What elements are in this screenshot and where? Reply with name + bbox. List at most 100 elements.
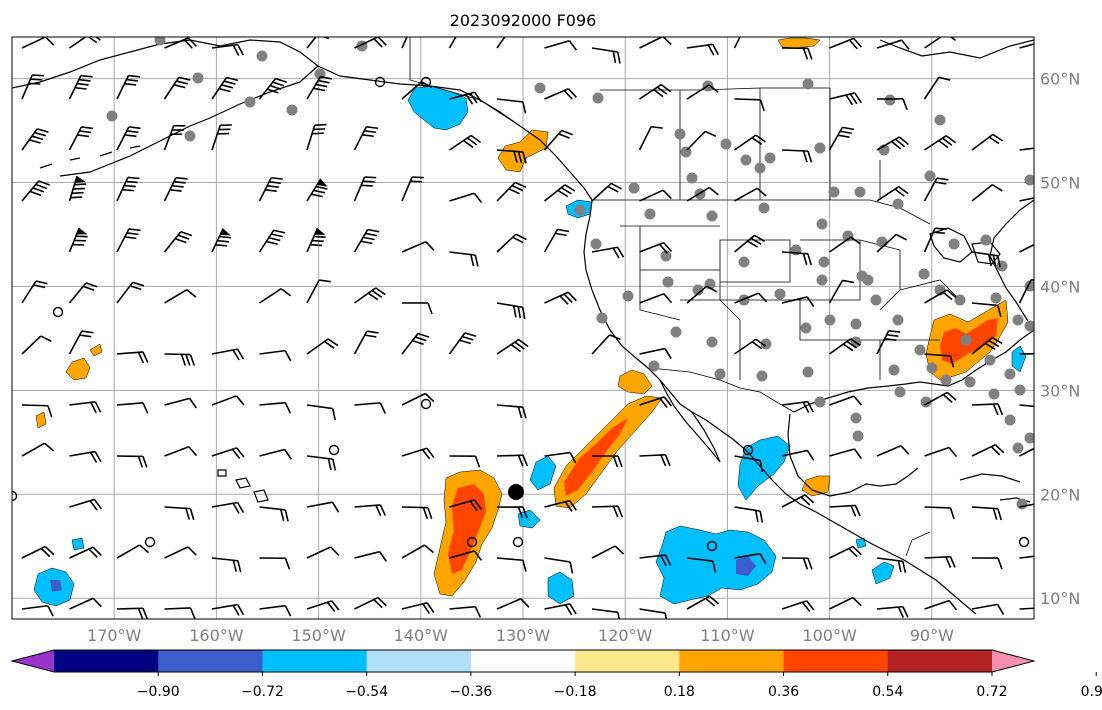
wind-barb <box>734 134 766 151</box>
wind-barb <box>401 37 414 49</box>
wind-barb <box>259 401 292 414</box>
wind-barb <box>876 233 907 253</box>
wind-barb <box>306 546 340 559</box>
wind-barb <box>259 288 292 304</box>
colorbar-tick-label: −0.18 <box>554 684 597 700</box>
wind-barb <box>116 402 149 414</box>
wind-barb <box>639 37 672 49</box>
shading-baja-positive <box>617 369 653 395</box>
wind-barb <box>164 446 198 457</box>
baja-peninsula <box>659 379 721 463</box>
station-dot <box>850 318 862 330</box>
wind-barb <box>971 133 1004 151</box>
wind-barb <box>449 499 483 512</box>
station-dot <box>996 260 1008 272</box>
wind-barb <box>923 177 949 202</box>
station-dot <box>990 292 1002 304</box>
colorbar-segment <box>262 650 368 672</box>
wind-barb <box>733 37 747 49</box>
colorbar-segment <box>158 650 263 672</box>
wind-barb <box>164 546 197 559</box>
wind-barb <box>401 506 433 520</box>
lat-tick-label: 20°N <box>1040 485 1080 504</box>
colorbar-tick-label: −0.54 <box>345 684 388 700</box>
wind-barb <box>971 603 1005 615</box>
colorbar-segment <box>54 650 159 672</box>
wind-barb <box>734 292 768 304</box>
wind-barb <box>829 338 861 355</box>
wind-barb <box>734 552 767 565</box>
alaska-canada-border <box>409 37 521 127</box>
wind-barb <box>164 289 197 304</box>
station-dot <box>154 37 166 46</box>
wind-barb <box>876 39 910 50</box>
lon-tick-label: 90°W <box>910 626 954 645</box>
station-dot <box>926 362 938 374</box>
station-dot <box>842 230 854 242</box>
shading-caribbean-negative <box>871 561 895 585</box>
station-dot <box>884 94 896 106</box>
station-dot <box>286 104 298 116</box>
colorbar: −0.90 −0.72 −0.54 −0.36 −0.18 0.18 0.36 0.54 0.7… <box>10 649 1102 700</box>
wind-barb <box>876 329 901 355</box>
wind-barb <box>21 37 55 49</box>
wind-barb <box>163 230 193 253</box>
wind-barb <box>781 600 815 612</box>
station-dot <box>738 256 750 268</box>
colorbar-segment <box>575 650 680 672</box>
wind-barb <box>1019 404 1034 409</box>
shading-small-negative-2 <box>855 537 867 549</box>
wind-barb <box>496 598 530 610</box>
wind-barb <box>1018 278 1034 304</box>
station-dot <box>574 204 586 216</box>
calm-circle <box>466 536 478 548</box>
gulf-coast <box>787 329 1034 497</box>
wind-barb <box>69 450 102 463</box>
wind-barb <box>544 557 574 574</box>
wind-barb <box>591 545 625 559</box>
wind-barb <box>1019 194 1034 202</box>
wind-barb <box>164 353 196 366</box>
lat-tick-label: 60°N <box>1040 70 1080 89</box>
wind-barb <box>1019 146 1034 151</box>
wind-barb <box>591 246 625 259</box>
wind-barb <box>829 236 861 253</box>
wind-barb <box>876 98 908 111</box>
wind-barb <box>259 557 291 570</box>
wind-barb <box>686 43 719 56</box>
station-dot <box>852 430 864 442</box>
calm-circle <box>374 76 386 88</box>
wind-barb <box>781 557 813 570</box>
wind-barb <box>971 443 1005 457</box>
wind-barb <box>543 129 573 151</box>
station-dot <box>622 290 634 302</box>
colorbar-segment <box>366 650 472 672</box>
wind-barb <box>354 287 386 304</box>
wind-barb <box>544 451 577 464</box>
calm-circle <box>512 536 524 548</box>
station-dot <box>914 344 926 356</box>
wind-barb <box>923 227 947 253</box>
shading-mid-pacific-positive <box>65 357 91 381</box>
station-dot <box>802 78 814 90</box>
wind-barb <box>924 289 957 304</box>
station-dot <box>686 172 698 184</box>
wind-barb <box>829 395 863 406</box>
station-dot <box>948 238 960 250</box>
station-dot <box>774 288 786 300</box>
wind-barb <box>829 448 863 459</box>
station-markers <box>12 37 1034 552</box>
station-dot <box>802 366 814 378</box>
wind-barb <box>924 353 955 368</box>
wind-barb <box>448 332 477 355</box>
aleutian-islands <box>39 145 141 169</box>
wind-barb <box>924 446 958 458</box>
wind-barb <box>876 136 909 151</box>
calm-circle <box>706 540 718 552</box>
station-dot <box>800 322 812 334</box>
wind-barb <box>734 338 766 355</box>
station-dot <box>964 376 976 388</box>
wind-barb <box>306 279 331 304</box>
wind-barb <box>734 187 767 202</box>
